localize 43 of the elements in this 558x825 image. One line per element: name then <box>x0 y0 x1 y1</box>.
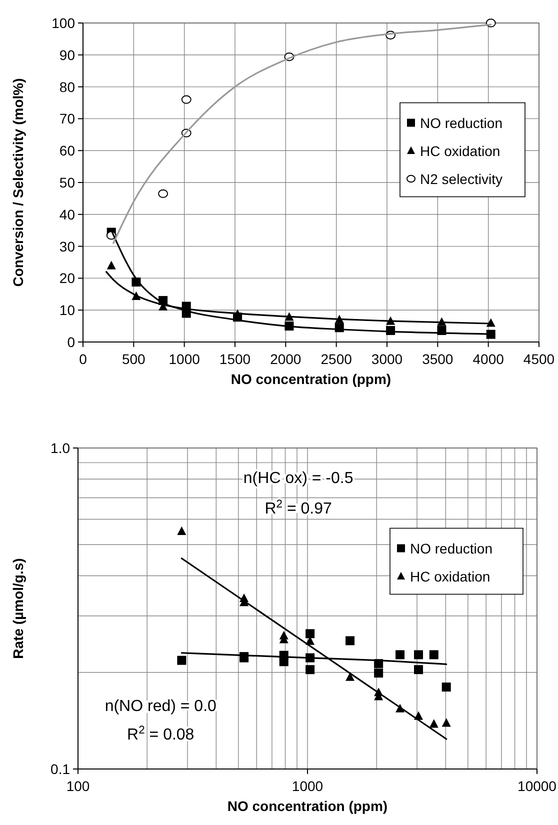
y-tick-label: 0 <box>67 334 76 350</box>
annotation: n(NO red) = 0.0 <box>104 698 217 715</box>
x-tick-label: 3000 <box>371 351 403 367</box>
x-tick-label: 2000 <box>270 351 302 367</box>
x-tick-label: 1500 <box>219 351 251 367</box>
x-axis-title: NO concentration (ppm) <box>230 371 392 387</box>
x-tick-label: 1000 <box>292 778 324 794</box>
y-tick-label: 20 <box>59 270 76 286</box>
annotation: R$^{2}$ = 0.97 <box>264 498 332 518</box>
x-axis-title: NO concentration (ppm) <box>227 798 388 814</box>
legend-label: HC oxidation <box>420 142 500 159</box>
y-tick-label: 0.1 <box>50 761 70 777</box>
y-tick-label: 60 <box>59 142 76 159</box>
x-tick-label: 3500 <box>422 351 454 367</box>
y-tick-label: 100 <box>52 15 76 31</box>
y-tick-label: 1.0 <box>50 440 70 456</box>
y-tick-label: 70 <box>59 110 76 127</box>
y-tick-label: 90 <box>59 46 76 63</box>
point <box>486 318 496 327</box>
y-tick-label: 10 <box>59 302 76 318</box>
x-tick-label: 4000 <box>472 351 504 367</box>
y-tick-label: 80 <box>59 78 76 95</box>
legend-label: NO reduction <box>410 540 492 556</box>
legend-label: NO reduction <box>420 114 502 131</box>
annotation: R$^{2}$ = 0.08 <box>127 724 194 744</box>
y-axis-title: Rate (µmol/g.s) <box>10 558 26 659</box>
x-tick-label: 500 <box>122 351 146 367</box>
x-tick-label: 10000 <box>518 778 557 794</box>
annotation: n(HC ox) = -0.5 <box>243 470 354 487</box>
x-tick-label: 2500 <box>320 351 352 367</box>
x-tick-label: 4500 <box>523 351 555 367</box>
y-tick-label: 30 <box>59 238 76 254</box>
y-axis-title: Conversion / Selectivity (mol%) <box>10 78 26 287</box>
y-tick-label: 40 <box>59 206 76 222</box>
point <box>158 189 168 198</box>
point <box>106 260 116 270</box>
point <box>486 330 496 339</box>
legend-label: HC oxidation <box>410 568 490 584</box>
x-tick-label: 1000 <box>168 351 200 367</box>
x-tick-label: 0 <box>79 351 88 367</box>
point <box>181 95 192 104</box>
y-tick-label: 50 <box>59 174 76 190</box>
legend-label: N2 selectivity <box>420 170 502 187</box>
